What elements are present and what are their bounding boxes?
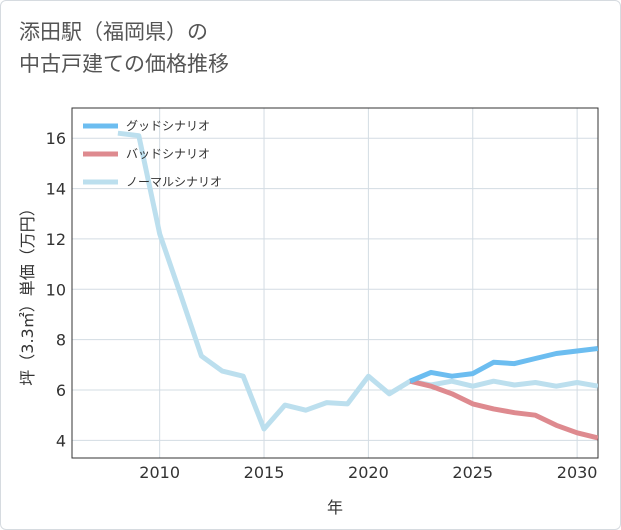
x-axis-ticks: 2010 2015 2020 2025 2030 [139,463,597,482]
y-tick-label: 16 [46,129,66,148]
y-axis-label: 坪（3.3㎡）単価（万円） [18,200,37,385]
series-line-good [409,346,598,384]
legend-label-bad: バッドシナリオ [126,147,210,161]
y-tick-label: 8 [56,331,66,350]
x-axis-label: 年 [327,498,343,517]
series-line-bad [409,378,598,441]
x-tick-label: 2030 [557,463,598,482]
chart-title: 添田駅（福岡県）の 中古戸建ての価格推移 [19,16,229,80]
y-tick-label: 4 [56,431,66,450]
chart-title-line1: 添田駅（福岡県）の [19,20,208,44]
chart-title-line2: 中古戸建ての価格推移 [19,52,229,76]
x-tick-label: 2025 [452,463,493,482]
grid-lines [72,108,598,458]
y-tick-label: 10 [46,280,66,299]
x-tick-label: 2020 [348,463,389,482]
y-tick-label: 6 [56,381,66,400]
y-tick-label: 12 [46,230,66,249]
y-axis-ticks: 4 6 8 10 12 14 16 [46,129,66,450]
plot-frame [71,107,599,459]
series-line-normal [117,130,598,432]
x-tick-label: 2010 [139,463,180,482]
legend-label-normal: ノーマルシナリオ [126,175,222,189]
y-tick-label: 14 [46,180,66,199]
legend-label-good: グッドシナリオ [126,119,210,133]
x-tick-label: 2015 [244,463,285,482]
series-lines [117,130,598,441]
